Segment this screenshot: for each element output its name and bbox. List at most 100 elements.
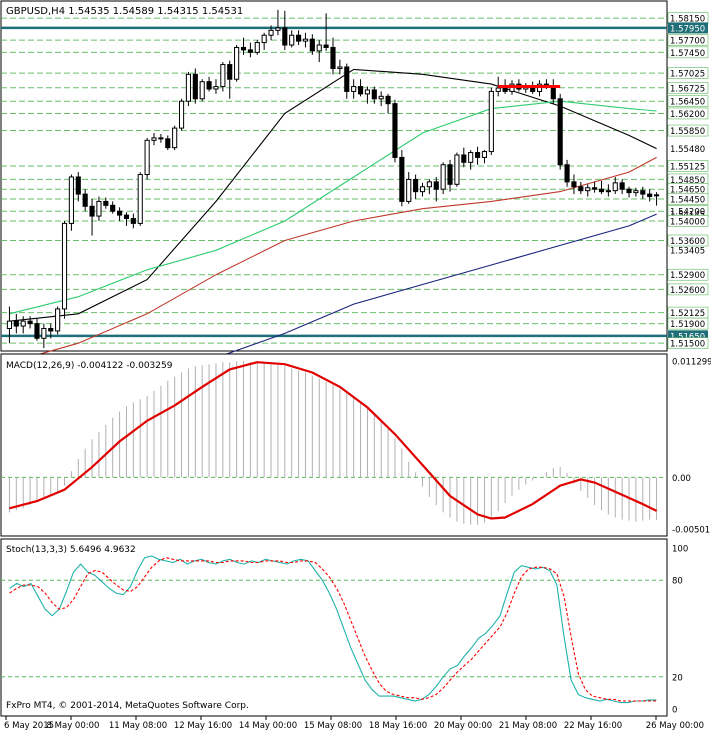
candle[interactable] (440, 162, 446, 195)
candle[interactable] (302, 32, 309, 48)
candle[interactable] (82, 189, 88, 212)
price-tag-label: 1.52125 (670, 309, 705, 319)
candle[interactable] (206, 76, 212, 92)
candle[interactable] (220, 62, 226, 92)
candle[interactable] (419, 182, 426, 197)
candle[interactable] (68, 174, 74, 231)
candle[interactable] (433, 176, 439, 202)
candle[interactable] (261, 32, 267, 50)
candle[interactable] (227, 60, 233, 99)
candle[interactable] (172, 125, 178, 151)
candle[interactable] (578, 181, 584, 195)
stoch-tick: 0 (672, 706, 677, 716)
candle[interactable] (351, 79, 357, 99)
candle[interactable] (282, 10, 288, 50)
candle[interactable] (309, 34, 315, 55)
candle[interactable] (27, 316, 33, 329)
candle[interactable] (178, 98, 185, 131)
candle[interactable] (34, 318, 40, 341)
candle[interactable] (406, 172, 412, 204)
candle[interactable] (454, 152, 460, 187)
candle[interactable] (254, 40, 260, 55)
candle[interactable] (413, 174, 419, 199)
candle[interactable] (41, 323, 47, 349)
candle[interactable] (481, 150, 488, 164)
candle[interactable] (268, 25, 274, 41)
candle[interactable] (619, 179, 625, 195)
candle[interactable] (137, 172, 143, 226)
price-tag-box (667, 34, 709, 46)
price-tag-label: 1.56725 (670, 84, 705, 94)
candle[interactable] (48, 323, 54, 339)
candle[interactable] (144, 137, 150, 180)
candle[interactable] (158, 133, 164, 143)
price-tag-label: 1.54450 (670, 195, 705, 205)
candle[interactable] (592, 181, 598, 193)
candle[interactable] (330, 37, 336, 75)
candle[interactable] (337, 59, 343, 75)
price-tag-box (667, 81, 709, 94)
candle[interactable] (296, 30, 302, 46)
candle[interactable] (185, 71, 191, 107)
candle[interactable] (130, 213, 136, 229)
candle[interactable] (605, 184, 611, 197)
candle[interactable] (633, 187, 639, 197)
candle[interactable] (110, 201, 116, 214)
candle[interactable] (75, 172, 81, 202)
candle[interactable] (316, 40, 322, 63)
price-tag-label: 1.58150 (670, 15, 705, 25)
candle[interactable] (151, 132, 157, 146)
candle[interactable] (240, 37, 247, 55)
candle[interactable] (585, 184, 591, 197)
candle[interactable] (399, 150, 405, 207)
candle[interactable] (557, 93, 563, 170)
candle[interactable] (55, 306, 61, 335)
candle[interactable] (564, 159, 570, 187)
candle[interactable] (447, 159, 453, 192)
candle[interactable] (626, 186, 632, 198)
candle[interactable] (89, 198, 95, 236)
candle[interactable] (6, 306, 13, 344)
price-tag-box (667, 160, 709, 172)
candle[interactable] (123, 212, 130, 226)
candle[interactable] (468, 150, 474, 170)
candle[interactable] (289, 30, 295, 48)
candle[interactable] (61, 220, 68, 319)
candle[interactable] (117, 207, 123, 221)
candle[interactable] (653, 192, 660, 206)
candle[interactable] (96, 196, 102, 221)
candle[interactable] (475, 146, 481, 165)
candle[interactable] (640, 186, 646, 199)
candle[interactable] (103, 197, 109, 209)
stoch-panel[interactable] (0, 538, 668, 717)
candle[interactable] (461, 147, 467, 168)
candle[interactable] (20, 316, 26, 334)
time-tick-label: 12 May 16:00 (174, 721, 232, 731)
candle[interactable] (385, 93, 391, 114)
candle[interactable] (598, 180, 605, 195)
candle[interactable] (426, 179, 432, 195)
macd-label: MACD(12,26,9) -0.004122 -0.003259 (6, 361, 173, 371)
candle[interactable] (234, 45, 240, 82)
candle[interactable] (165, 135, 171, 151)
candle[interactable] (192, 68, 198, 104)
candle[interactable] (344, 63, 350, 99)
candle[interactable] (213, 79, 219, 94)
candle[interactable] (488, 88, 494, 155)
candle[interactable] (571, 174, 577, 195)
candle[interactable] (364, 86, 370, 104)
candle[interactable] (247, 42, 253, 58)
candle[interactable] (392, 99, 398, 163)
macd-panel[interactable] (0, 353, 668, 537)
candle[interactable] (323, 13, 329, 51)
candle[interactable] (371, 86, 377, 104)
candle[interactable] (275, 9, 281, 36)
candle[interactable] (612, 176, 618, 195)
candle[interactable] (199, 79, 205, 102)
candle[interactable] (647, 189, 653, 202)
candle[interactable] (378, 91, 384, 107)
candle[interactable] (357, 79, 364, 97)
candle[interactable] (13, 313, 19, 334)
